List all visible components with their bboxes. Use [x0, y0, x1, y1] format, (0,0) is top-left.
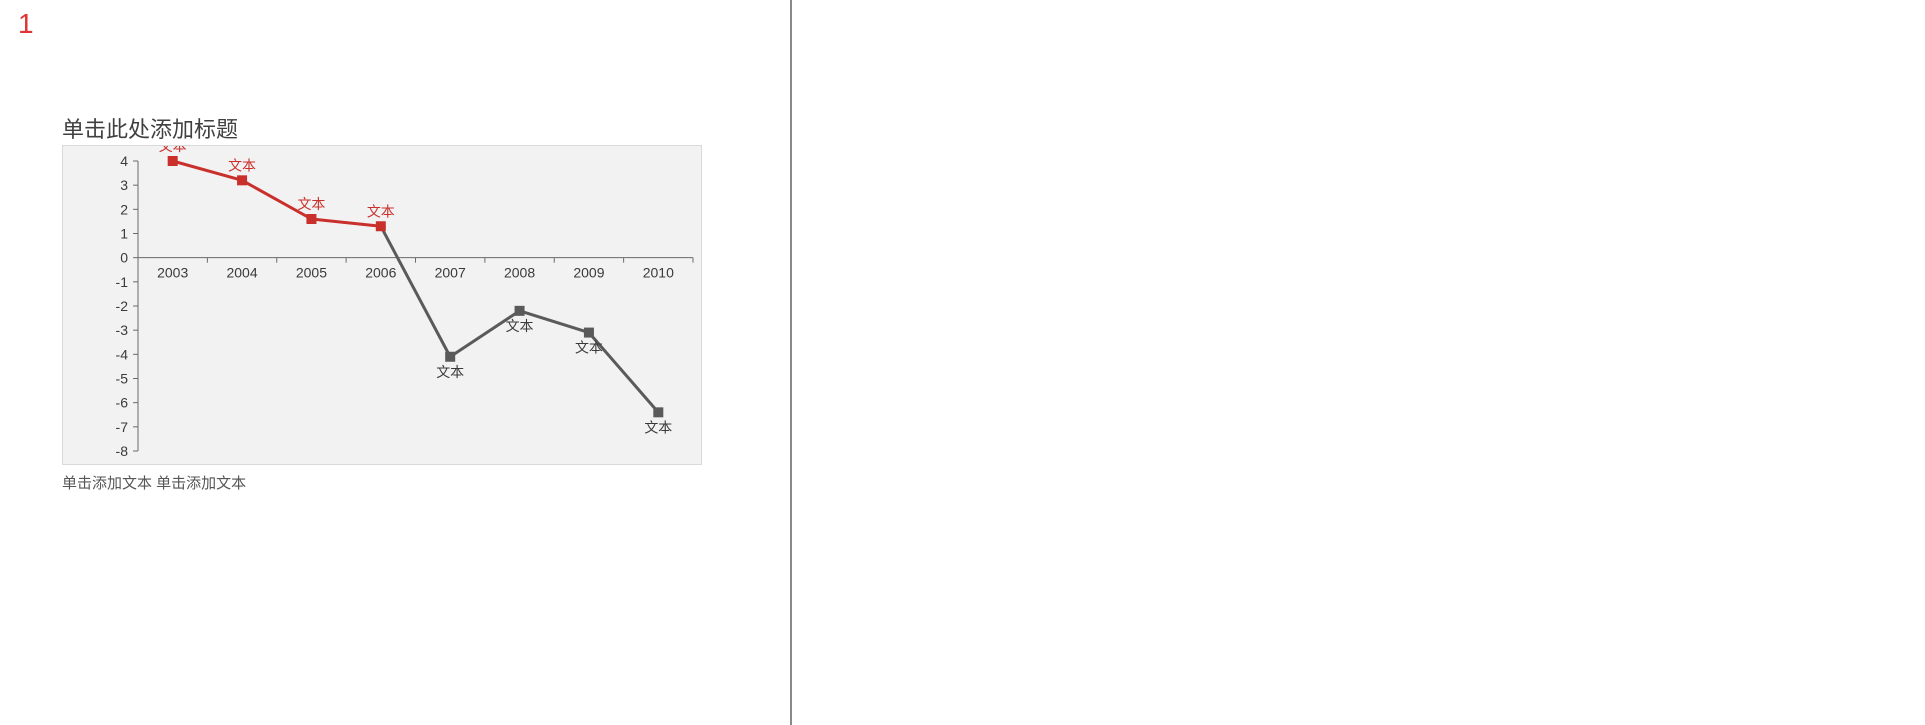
- svg-text:3: 3: [120, 177, 128, 193]
- svg-text:0: 0: [120, 250, 128, 266]
- svg-text:文本: 文本: [159, 146, 187, 154]
- svg-text:2009: 2009: [573, 265, 604, 281]
- svg-text:2010: 2010: [643, 265, 674, 281]
- svg-text:2007: 2007: [435, 265, 466, 281]
- svg-text:2: 2: [120, 201, 128, 217]
- page-number: 1: [18, 8, 34, 40]
- svg-text:-8: -8: [116, 443, 129, 459]
- slide-title[interactable]: 单击此处添加标题: [62, 112, 238, 144]
- vertical-divider: [790, 0, 792, 725]
- svg-text:1: 1: [120, 226, 128, 242]
- svg-text:2008: 2008: [504, 265, 535, 281]
- svg-text:-6: -6: [116, 395, 129, 411]
- svg-text:-3: -3: [116, 322, 129, 338]
- svg-text:-1: -1: [116, 274, 129, 290]
- svg-text:2003: 2003: [157, 265, 188, 281]
- svg-text:-2: -2: [116, 298, 129, 314]
- svg-text:2006: 2006: [365, 265, 396, 281]
- svg-text:文本: 文本: [436, 364, 464, 380]
- svg-text:-7: -7: [116, 419, 129, 435]
- svg-text:2005: 2005: [296, 265, 327, 281]
- svg-text:4: 4: [120, 153, 128, 169]
- svg-text:-5: -5: [116, 371, 129, 387]
- svg-text:文本: 文本: [367, 203, 395, 219]
- svg-text:文本: 文本: [644, 419, 672, 435]
- svg-text:文本: 文本: [575, 340, 603, 356]
- svg-text:-4: -4: [116, 346, 129, 362]
- slide-caption[interactable]: 单击添加文本 单击添加文本: [62, 472, 246, 493]
- svg-text:文本: 文本: [506, 318, 534, 334]
- svg-text:文本: 文本: [297, 196, 325, 212]
- line-chart: 4 3 2 1 0 -1 -2 -3 -4 -5 -6 -7 -8 2003 2004 2005 2006 200…: [62, 145, 702, 465]
- svg-text:2004: 2004: [226, 265, 257, 281]
- svg-text:文本: 文本: [228, 157, 256, 173]
